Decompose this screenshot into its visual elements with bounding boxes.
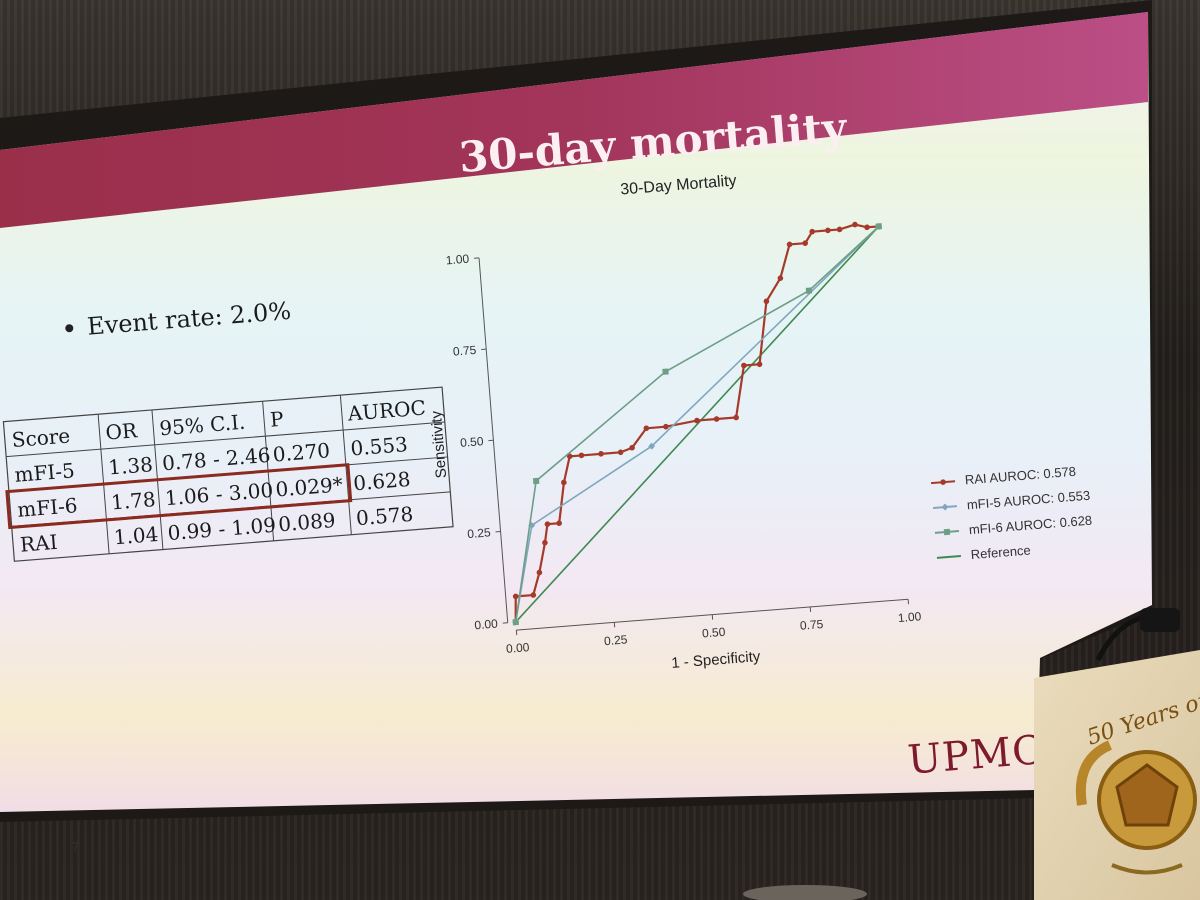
podium-seal-ribbon [1075,740,1113,806]
x-tick-label: 0.25 [604,632,629,648]
data-point [598,451,604,457]
x-tick-label: 0.75 [799,617,824,633]
data-point [852,221,858,228]
data-point [802,240,809,246]
data-point [694,417,700,424]
series-line [514,225,880,623]
header-cell: P [269,407,284,432]
legend-label: Reference [970,542,1031,562]
table-cell: 1.38 [107,452,153,479]
highlight-box [5,463,353,530]
data-point [556,520,562,527]
table-cell: mFI-6 [16,493,78,522]
table-cell: 0.270 [272,438,331,466]
podium-seal-pentagon [1115,763,1179,827]
y-tick-label: 0.00 [474,617,499,633]
podium: 50 Years of SCVS [1034,650,1200,900]
data-point [941,503,949,511]
table-cell: 0.578 [355,502,414,530]
bullet-dot [65,324,74,333]
data-point [713,416,720,422]
data-point [532,477,540,485]
projection-screen [0,0,1152,822]
floor-fixture [743,885,867,900]
slide-background [0,12,1152,812]
y-tick-label: 0.75 [452,343,477,359]
microphone [1095,608,1180,662]
data-point [733,414,739,421]
header-cell: Score [11,424,71,453]
title-band [0,12,1148,228]
x-tick-label: 1.00 [897,609,922,625]
data-point [561,479,567,486]
data-point [512,593,519,600]
x-axis-label: 1 - Specificity [671,648,762,672]
data-point [643,425,650,432]
data-point [836,226,843,233]
series-rai [512,221,882,625]
data-point [786,241,793,248]
header-cell: OR [105,418,139,444]
data-point [566,453,573,460]
y-tick-label: 1.00 [445,252,470,268]
data-point [662,368,669,375]
data-point [629,444,635,451]
series-line [515,225,880,623]
data-point [943,528,951,536]
data-point [512,618,519,626]
data-point [809,228,815,235]
data-point [544,521,551,527]
data-point [825,227,831,234]
series-layer [512,221,883,626]
data-point [542,539,548,546]
y-tick-label: 0.50 [460,434,485,450]
data-point [864,224,870,231]
y-axis-label: Sensitivity [428,410,450,479]
data-point [648,442,656,450]
data-point [536,569,543,576]
legend-item: Reference [936,542,1031,562]
x-tick-label: 0.00 [506,640,531,656]
table-cell: 0.029* [275,472,344,501]
table-cell: 1.04 [113,522,159,549]
upmc-logo: UPMC [906,727,1045,784]
data-point [530,592,537,598]
data-point [875,223,883,230]
slide-number: 7 [71,839,79,855]
data-point [663,423,669,430]
table-cell: 0.553 [350,432,409,460]
data-point [763,298,770,305]
x-tick-label: 0.50 [701,625,726,641]
data-point [617,449,624,456]
data-point [741,362,747,369]
y-axis-ticks: 0.00 0.25 0.50 0.75 1.00 [445,252,508,633]
table-cell: 1.78 [110,487,156,514]
x-axis-ticks: 0.00 0.25 0.50 0.75 1.00 [506,599,922,656]
series-mfi-6 [512,223,883,626]
data-point [940,479,946,485]
table-cell: RAI [19,530,58,557]
table-cell: 0.628 [352,467,411,495]
data-point [578,452,585,459]
table-cell: 0.089 [277,508,336,536]
y-tick-label: 0.25 [467,525,492,541]
data-point [805,287,813,294]
laurel-icon [1111,863,1183,875]
table-cell: mFI-5 [14,458,76,487]
legend-swatch [936,554,961,559]
data-point [756,361,763,368]
series-reference [515,225,880,623]
data-point [777,275,784,281]
